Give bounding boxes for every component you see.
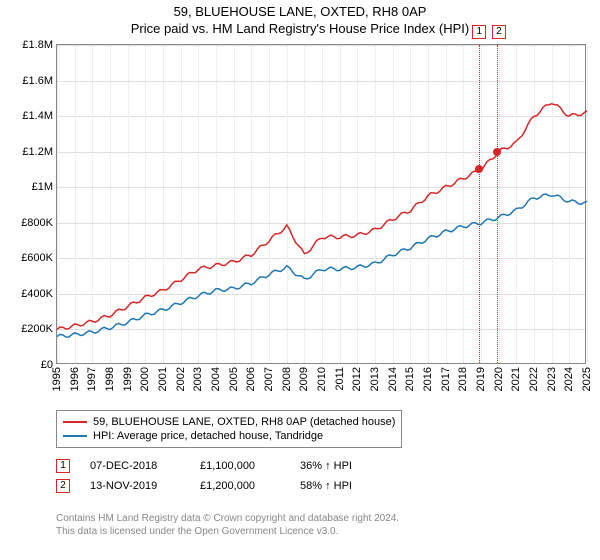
y-tick-label: £0 <box>5 359 53 371</box>
gridline-v <box>587 45 588 363</box>
x-tick-label: 2000 <box>139 367 151 391</box>
event-price: £1,200,000 <box>200 480 280 492</box>
chart-subtitle: Price paid vs. HM Land Registry's House … <box>0 19 600 40</box>
event-row: 1 07-DEC-2018 £1,100,000 36% ↑ HPI <box>56 456 380 476</box>
x-tick-label: 2018 <box>457 367 469 391</box>
y-tick-label: £400K <box>5 288 53 300</box>
event-date: 07-DEC-2018 <box>90 460 180 472</box>
y-tick-label: £1.8M <box>5 39 53 51</box>
event-table: 1 07-DEC-2018 £1,100,000 36% ↑ HPI 2 13-NOV-2… <box>56 456 380 496</box>
x-tick-label: 2001 <box>157 367 169 391</box>
x-tick-label: 2020 <box>493 367 505 391</box>
x-tick-label: 2025 <box>581 367 593 391</box>
x-tick-label: 2014 <box>387 367 399 391</box>
x-tick-label: 2015 <box>404 367 416 391</box>
event-marker-box: 2 <box>56 479 70 493</box>
chart-container: 59, BLUEHOUSE LANE, OXTED, RH8 0AP Price… <box>0 0 600 560</box>
y-tick-label: £1.6M <box>5 75 53 87</box>
x-tick-label: 2024 <box>563 367 575 391</box>
x-tick-label: 2009 <box>298 367 310 391</box>
event-diff: 36% ↑ HPI <box>300 460 380 472</box>
series-line <box>57 104 587 330</box>
x-tick-label: 1999 <box>122 367 134 391</box>
x-tick-label: 2021 <box>510 367 522 391</box>
x-tick-label: 2023 <box>546 367 558 391</box>
y-tick-label: £800K <box>5 217 53 229</box>
marker-box: 2 <box>492 25 506 39</box>
x-tick-label: 1997 <box>86 367 98 391</box>
legend-swatch <box>63 435 87 437</box>
x-tick-label: 2002 <box>175 367 187 391</box>
x-tick-label: 2006 <box>245 367 257 391</box>
legend-row: 59, BLUEHOUSE LANE, OXTED, RH8 0AP (deta… <box>63 415 395 429</box>
footer-attribution: Contains HM Land Registry data © Crown c… <box>56 512 399 538</box>
y-tick-label: £1.2M <box>5 146 53 158</box>
marker-vline <box>497 45 498 363</box>
x-tick-label: 2017 <box>440 367 452 391</box>
y-tick-label: £1M <box>5 181 53 193</box>
y-tick-label: £1.4M <box>5 110 53 122</box>
event-date: 13-NOV-2019 <box>90 480 180 492</box>
marker-dot <box>493 148 501 156</box>
plot-area: £0£200K£400K£600K£800K£1M£1.2M£1.4M£1.6M… <box>56 44 586 364</box>
legend-label: 59, BLUEHOUSE LANE, OXTED, RH8 0AP (deta… <box>93 416 395 428</box>
x-tick-label: 2004 <box>210 367 222 391</box>
marker-vline <box>479 45 480 363</box>
x-tick-label: 2008 <box>281 367 293 391</box>
x-tick-label: 1996 <box>69 367 81 391</box>
x-tick-label: 2007 <box>263 367 275 391</box>
event-price: £1,100,000 <box>200 460 280 472</box>
y-tick-label: £600K <box>5 252 53 264</box>
x-tick-label: 2003 <box>192 367 204 391</box>
legend-swatch <box>63 421 87 423</box>
line-layer <box>57 45 587 365</box>
y-tick-label: £200K <box>5 323 53 335</box>
series-line <box>57 194 587 337</box>
footer-line-1: Contains HM Land Registry data © Crown c… <box>56 512 399 525</box>
legend: 59, BLUEHOUSE LANE, OXTED, RH8 0AP (deta… <box>56 410 402 448</box>
event-marker-box: 1 <box>56 459 70 473</box>
marker-box: 1 <box>472 25 486 39</box>
x-tick-label: 2012 <box>351 367 363 391</box>
x-tick-label: 2005 <box>228 367 240 391</box>
x-tick-label: 2011 <box>334 367 346 391</box>
event-row: 2 13-NOV-2019 £1,200,000 58% ↑ HPI <box>56 476 380 496</box>
x-tick-label: 1995 <box>51 367 63 391</box>
x-tick-label: 2016 <box>422 367 434 391</box>
footer-line-2: This data is licensed under the Open Gov… <box>56 525 399 538</box>
x-tick-label: 2013 <box>369 367 381 391</box>
legend-row: HPI: Average price, detached house, Tand… <box>63 429 395 443</box>
marker-dot <box>475 165 483 173</box>
x-tick-label: 2010 <box>316 367 328 391</box>
event-diff: 58% ↑ HPI <box>300 480 380 492</box>
legend-label: HPI: Average price, detached house, Tand… <box>93 430 323 442</box>
x-tick-label: 2022 <box>528 367 540 391</box>
x-tick-label: 2019 <box>475 367 487 391</box>
chart-title: 59, BLUEHOUSE LANE, OXTED, RH8 0AP <box>0 0 600 19</box>
x-tick-label: 1998 <box>104 367 116 391</box>
